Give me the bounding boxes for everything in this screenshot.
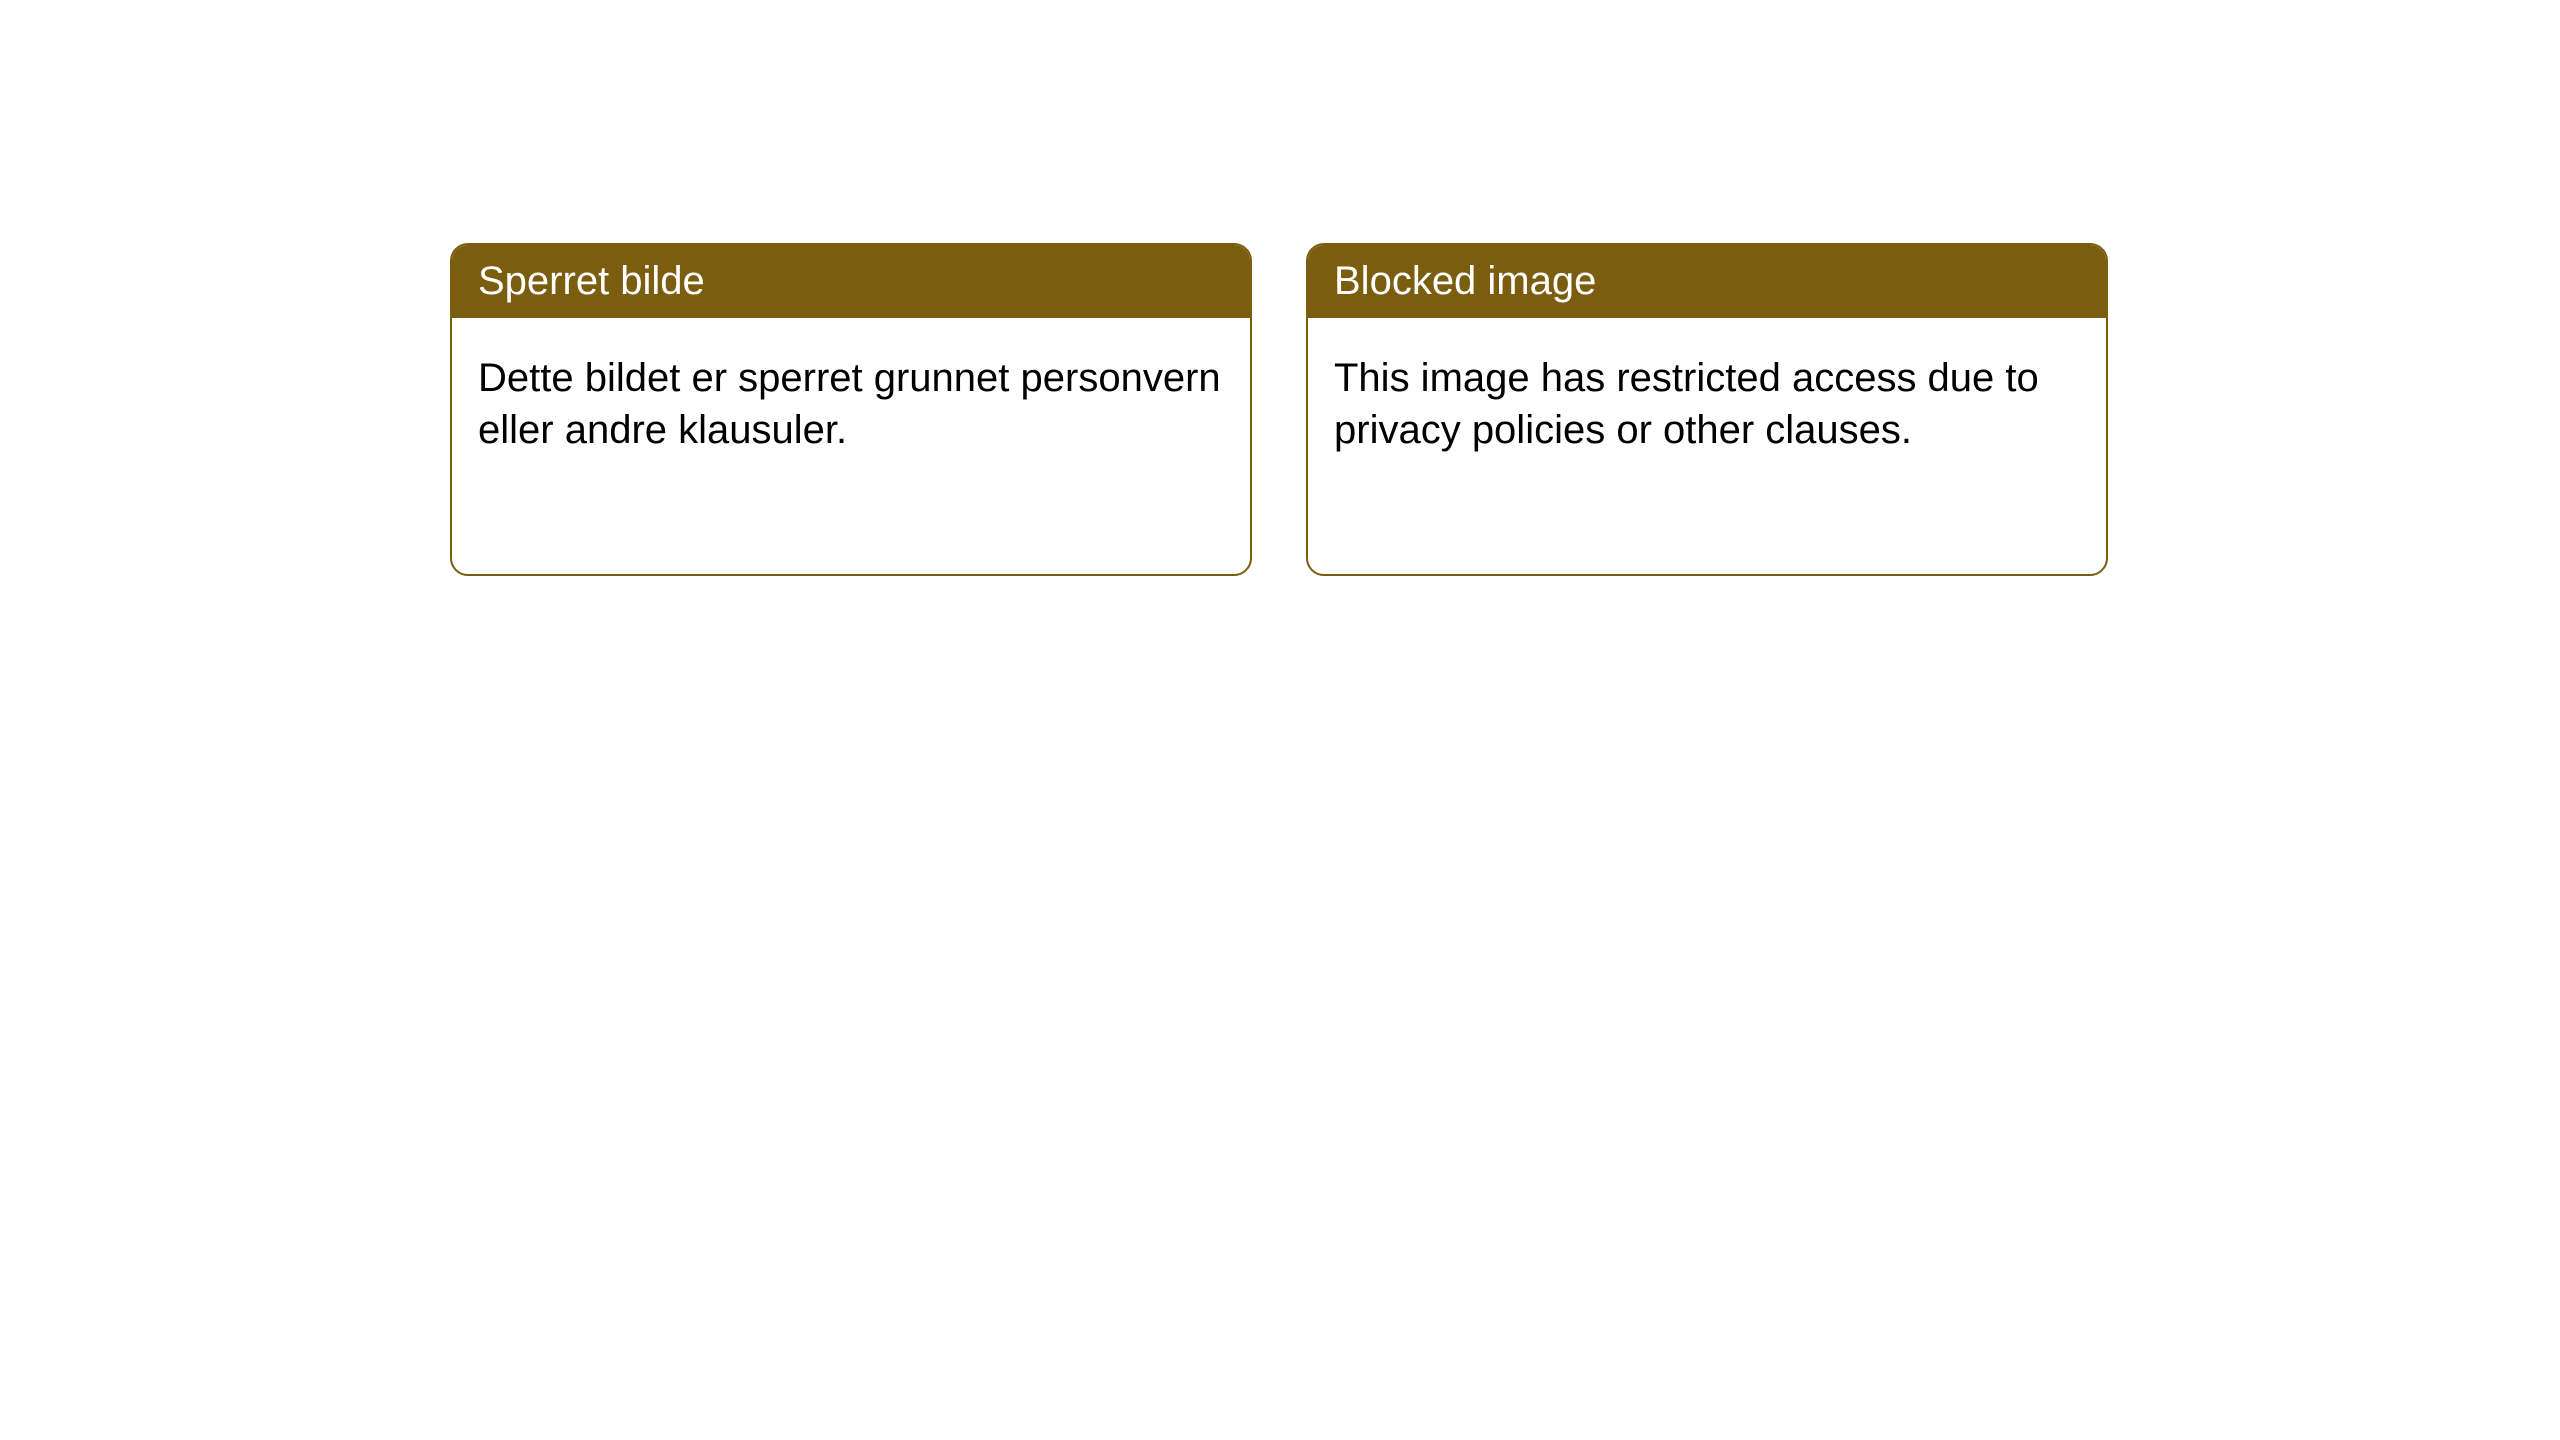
notice-container: Sperret bilde Dette bildet er sperret gr…	[450, 243, 2108, 576]
notice-title-norwegian: Sperret bilde	[478, 259, 705, 303]
notice-body-english: This image has restricted access due to …	[1308, 318, 2106, 490]
notice-text-norwegian: Dette bildet er sperret grunnet personve…	[478, 356, 1221, 452]
notice-header-norwegian: Sperret bilde	[452, 245, 1250, 318]
notice-title-english: Blocked image	[1334, 259, 1596, 303]
notice-text-english: This image has restricted access due to …	[1334, 356, 2039, 452]
notice-box-norwegian: Sperret bilde Dette bildet er sperret gr…	[450, 243, 1252, 576]
notice-header-english: Blocked image	[1308, 245, 2106, 318]
notice-body-norwegian: Dette bildet er sperret grunnet personve…	[452, 318, 1250, 490]
notice-box-english: Blocked image This image has restricted …	[1306, 243, 2108, 576]
